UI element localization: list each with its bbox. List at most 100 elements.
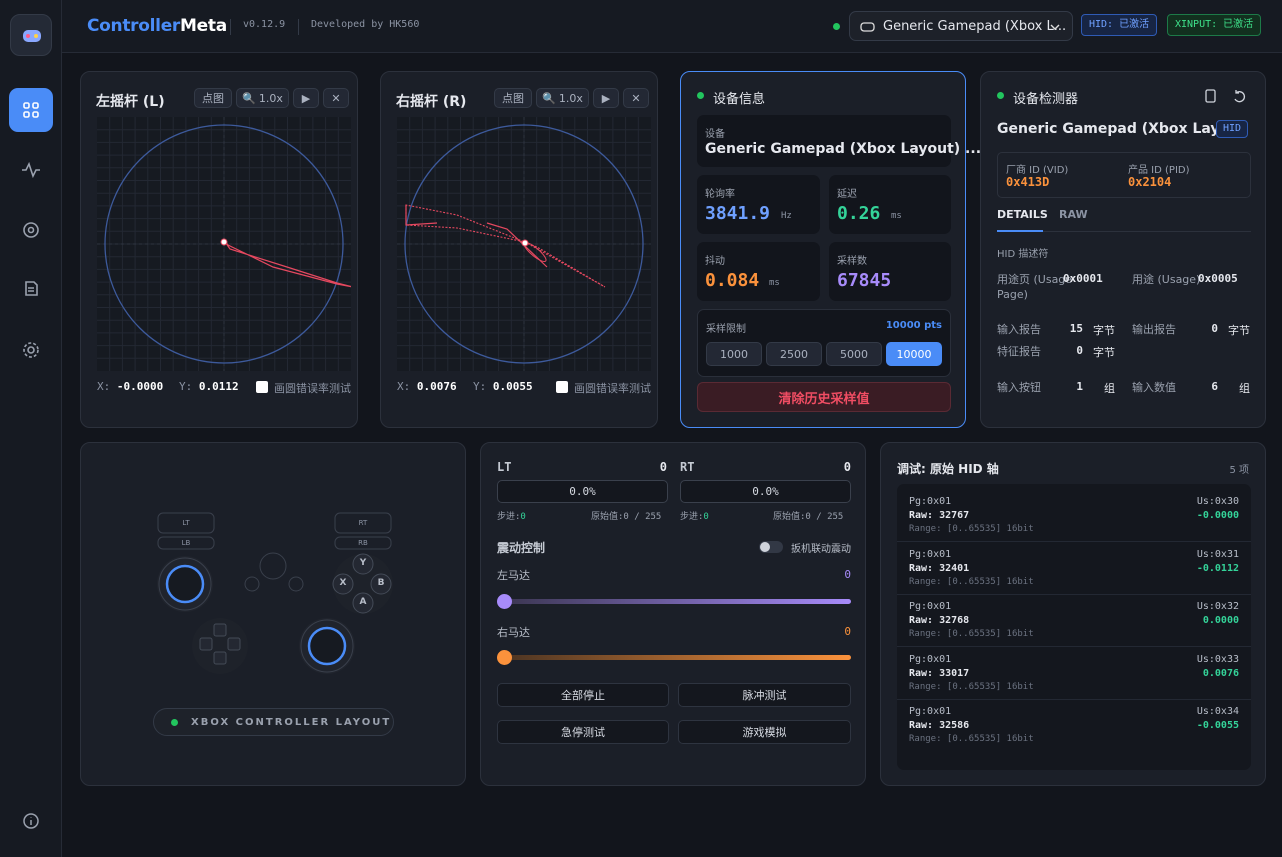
status-dot	[833, 23, 840, 30]
decoration	[334, 512, 392, 534]
tab-active[interactable]: DETAILS	[997, 208, 1048, 221]
label: 采样数	[837, 256, 867, 267]
decoration	[244, 576, 260, 592]
section-title: 震动控制	[497, 541, 546, 555]
divider	[897, 698, 1251, 700]
decoration	[1050, 24, 1060, 30]
decoration	[157, 536, 215, 550]
label: 厂商 ID (VID)	[1006, 165, 1069, 176]
trigger-value: 0	[659, 460, 667, 474]
device-select[interactable]: Generic Gamepad (Xbox L...	[849, 11, 1073, 41]
checkbox[interactable]	[556, 381, 568, 393]
limit-option[interactable]: 10000	[886, 342, 942, 366]
stick-position	[521, 239, 529, 247]
field-label: 用途 (Usage)	[1132, 273, 1201, 286]
decoration	[199, 637, 213, 651]
range: Range: [0..65535] 16bit	[909, 629, 1034, 640]
decoration	[1205, 89, 1245, 103]
step: 步进:0	[497, 509, 526, 522]
samples-card: 采样数 67845	[829, 242, 951, 301]
decoration	[259, 552, 287, 580]
developer: Developed by HK560	[311, 19, 420, 30]
slider-knob[interactable]	[497, 650, 512, 665]
field-unit: 组	[1104, 382, 1115, 395]
decoration	[26, 34, 30, 38]
field-value: 0x0001	[1063, 272, 1103, 285]
limit-option[interactable]: 1000	[706, 342, 762, 366]
value: 0.084	[705, 270, 760, 291]
label: 设备	[705, 129, 725, 140]
version: v0.12.9	[243, 19, 286, 30]
slider-knob[interactable]	[497, 594, 512, 609]
x-value: -0.0000	[116, 380, 164, 393]
label: 产品 ID (PID)	[1128, 165, 1190, 176]
usage: Us:0x32	[1196, 601, 1239, 613]
info-icon[interactable]	[22, 812, 40, 830]
nav-dashboard[interactable]	[9, 88, 53, 132]
decoration	[307, 626, 347, 666]
value: 0 / 255	[805, 512, 844, 522]
checkbox[interactable]	[256, 381, 268, 393]
field-label: 特征报告	[997, 345, 1041, 358]
decoration	[333, 554, 393, 614]
device-name: Generic Gamepad (Xbox Lay...	[997, 121, 1235, 137]
motor-value: 0	[844, 568, 851, 581]
dots-button[interactable]: 点图	[194, 88, 232, 108]
limit-option[interactable]: 5000	[826, 342, 882, 366]
decoration	[230, 19, 231, 35]
decoration	[27, 346, 35, 354]
brand: ControllerMeta	[87, 16, 227, 36]
decoration	[32, 102, 39, 109]
decoration	[171, 719, 178, 726]
field-unit: 字节	[1093, 346, 1115, 359]
decoration	[298, 19, 299, 35]
play-button[interactable]: ▶	[593, 88, 619, 108]
zoom-button[interactable]: 🔍 1.0x	[536, 88, 589, 108]
trigger-name: RT	[680, 460, 695, 474]
label: 原始值:	[591, 512, 624, 522]
decoration	[288, 576, 304, 592]
trigger-bar: 0.0%	[497, 480, 668, 503]
logo-icon	[23, 30, 41, 42]
tab[interactable]: RAW	[1059, 208, 1088, 221]
clear-button[interactable]: ✕	[623, 88, 649, 108]
decoration	[300, 619, 354, 673]
decoration	[199, 553, 392, 665]
value: 67845	[837, 270, 892, 291]
raw: Raw: 32401	[909, 562, 970, 574]
decoration	[213, 623, 227, 637]
play-button[interactable]: ▶	[293, 88, 319, 108]
layout-pill: XBOX CONTROLLER LAYOUT	[153, 708, 394, 736]
nav-icons[interactable]	[19, 160, 43, 380]
limit-option[interactable]: 2500	[766, 342, 822, 366]
action-button[interactable]: 急停测试	[497, 720, 669, 744]
detector-actions[interactable]	[1203, 88, 1253, 104]
action-button[interactable]: 全部停止	[497, 683, 669, 707]
device-name: Generic Gamepad (Xbox L...	[883, 19, 1067, 34]
unit: ms	[769, 278, 780, 288]
axis-value: 0.0000	[1202, 615, 1239, 627]
axis-value: -0.0055	[1196, 720, 1239, 732]
device-info-panel: 设备信息 设备 Generic Gamepad (Xbox Layout) ..…	[680, 71, 981, 428]
decoration	[404, 124, 644, 364]
clear-history-button[interactable]: 清除历史采样值	[697, 382, 951, 412]
zoom-button[interactable]: 🔍 1.0x	[236, 88, 289, 108]
decoration	[23, 342, 39, 358]
button-label: LT	[182, 519, 190, 527]
clear-button[interactable]: ✕	[323, 88, 349, 108]
decoration	[23, 222, 39, 238]
usage-page: Pg:0x01	[909, 653, 952, 665]
field-label: 用途页 (Usage Page)	[997, 273, 1073, 301]
action-button[interactable]: 脉冲测试	[678, 683, 851, 707]
decoration	[104, 124, 344, 364]
action-button[interactable]: 游戏模拟	[678, 720, 851, 744]
toggle[interactable]	[759, 541, 783, 553]
detector-panel: 设备检测器 Generic Gamepad (Xbox Lay... HID 厂…	[980, 71, 1266, 428]
range: Range: [0..65535] 16bit	[909, 681, 1034, 692]
stick-plot	[397, 117, 651, 371]
usage: Us:0x33	[1196, 653, 1239, 665]
panel-title: 右摇杆 (R)	[396, 94, 467, 110]
dots-button[interactable]: 点图	[494, 88, 532, 108]
